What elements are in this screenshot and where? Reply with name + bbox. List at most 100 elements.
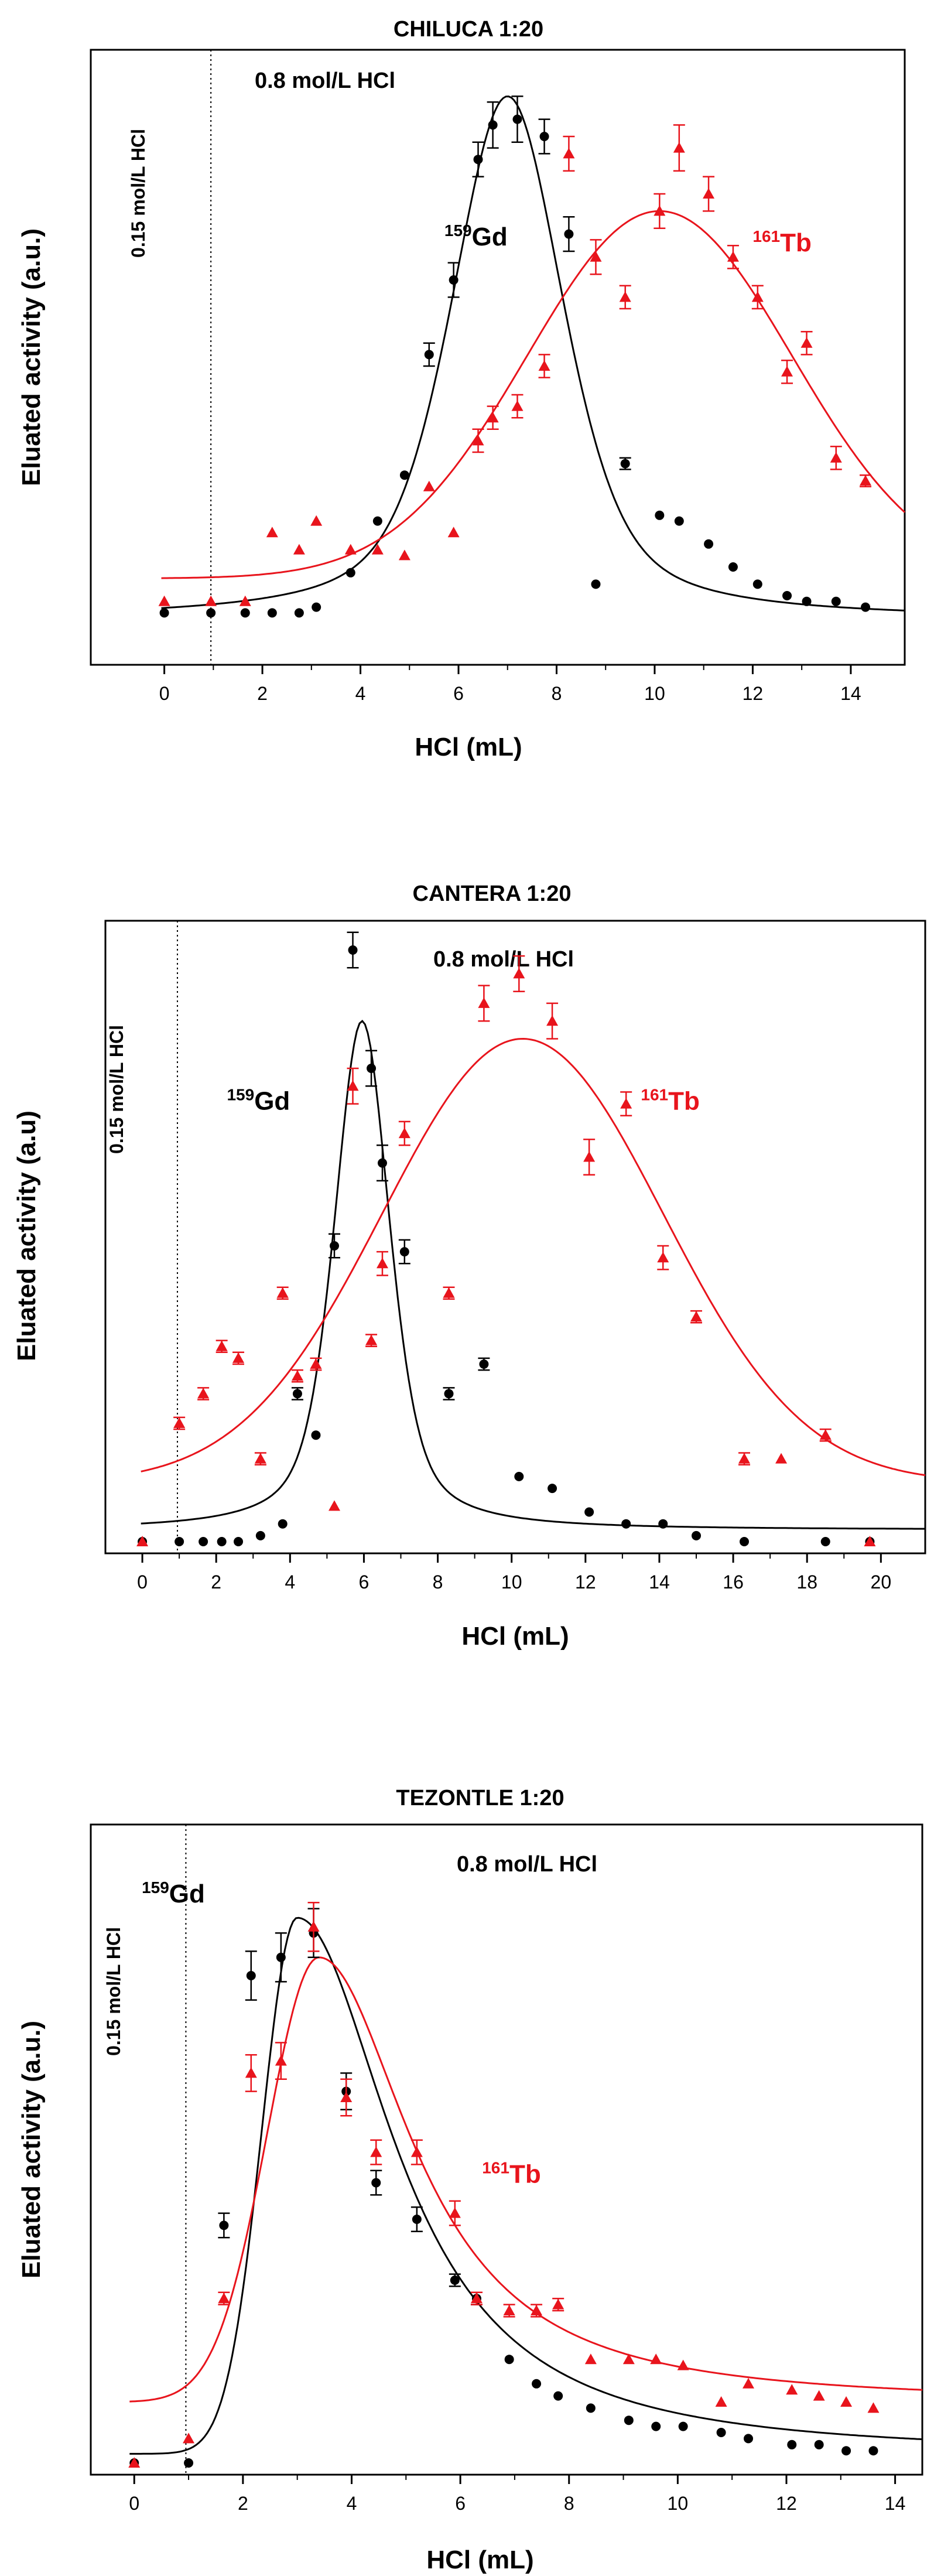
tb-data-point: [546, 1015, 559, 1026]
gd-data-point: [348, 945, 358, 955]
tb-data-point: [584, 2353, 597, 2365]
x-tick-label: 8: [552, 683, 562, 704]
tb-data-point: [590, 251, 602, 262]
tb-data-point: [538, 360, 550, 371]
tb-data-point: [398, 1128, 410, 1139]
gd-data-point: [399, 470, 409, 480]
upper-annotation: 0.8 mol/L HCl: [457, 1852, 597, 1877]
gd-data-point: [532, 2379, 542, 2389]
tb-series-label: 161Tb: [752, 227, 811, 257]
x-tick-label: 14: [649, 1571, 670, 1593]
gd-data-point: [377, 1158, 387, 1168]
tb-data-point: [677, 2359, 689, 2370]
tb-data-point: [503, 2305, 515, 2315]
tb-data-point: [830, 452, 842, 463]
tb-isotope-number: 161: [752, 227, 780, 245]
tb-data-point: [619, 291, 631, 302]
gd-data-point: [479, 1359, 489, 1369]
chart-title: TEZONTLE 1:20: [396, 1786, 564, 1810]
x-tick-label: 0: [129, 2493, 139, 2514]
gd-data-point: [831, 596, 841, 606]
tb-data-point: [840, 2396, 853, 2407]
tb-isotope-number: 161: [482, 2159, 509, 2177]
x-tick-label: 8: [564, 2493, 574, 2514]
tb-data-point: [197, 1388, 210, 1399]
tb-data-point: [727, 251, 739, 262]
gd-data-point: [841, 2446, 851, 2456]
gd-data-point: [294, 608, 304, 618]
x-ticks: 0 2 4 6 8 10 12 14 16 18 20: [137, 1553, 891, 1593]
gd-isotope-number: 159: [444, 221, 472, 240]
tb-series-label: 161Tb: [482, 2159, 540, 2189]
gd-data-point: [820, 1537, 830, 1546]
gd-data-point: [584, 1507, 594, 1517]
tb-data-point: [511, 400, 524, 411]
y-axis-label: Eluated activity (a.u): [12, 1111, 41, 1361]
gd-data-point: [444, 1389, 454, 1399]
fit-curve: [129, 1916, 923, 2455]
tb-data-point: [650, 2353, 662, 2365]
tb-data-point: [218, 2293, 230, 2304]
gd-data-point: [692, 1530, 702, 1540]
tb-series-label: 161Tb: [641, 1086, 699, 1116]
gd-data-point: [514, 1471, 524, 1481]
tb-data-point: [786, 2384, 798, 2395]
tb-isotope-number: 161: [641, 1086, 668, 1104]
gd-data-point: [704, 539, 714, 549]
gd-data-point: [658, 1519, 668, 1529]
x-axis-label: HCl (mL): [415, 733, 522, 761]
gd-series-label: 159Gd: [142, 1878, 205, 1908]
tb-data-point: [622, 2353, 635, 2365]
fit-curve: [161, 210, 906, 579]
tb-data-point: [423, 480, 435, 491]
tb-element-symbol: Tb: [668, 1087, 700, 1116]
tb-data-point: [864, 1536, 876, 1546]
x-tick-label: 4: [285, 1571, 295, 1593]
tb-data-point: [128, 2457, 141, 2468]
gd-data-point: [716, 2428, 726, 2437]
tb-data-point: [136, 1536, 149, 1546]
tb-data-point: [531, 2305, 543, 2315]
x-tick-label: 4: [347, 2493, 357, 2514]
tb-data-point: [690, 1311, 703, 1322]
gd-data-point: [488, 120, 498, 130]
x-tick-label: 10: [644, 683, 665, 704]
gd-data-point: [512, 114, 522, 124]
x-tick-label: 18: [796, 1571, 817, 1593]
fit-curve: [129, 1956, 923, 2403]
gd-data-point: [651, 2421, 661, 2431]
gd-element-symbol: Gd: [472, 223, 508, 251]
tb-element-symbol: Tb: [780, 228, 812, 257]
tb-data-point: [583, 1151, 596, 1162]
x-tick-label: 2: [211, 1571, 221, 1593]
tb-data-point: [254, 1453, 266, 1464]
fit-curve: [161, 95, 905, 611]
data-marks: [158, 50, 906, 665]
tb-data-point: [275, 2055, 287, 2066]
gd-data-point: [292, 1389, 302, 1399]
x-tick-label: 14: [885, 2493, 906, 2514]
gd-data-point: [591, 579, 601, 589]
tb-data-point: [376, 1258, 388, 1269]
tb-data-point: [800, 337, 813, 348]
tb-data-point: [371, 544, 384, 555]
tb-data-point: [743, 2377, 755, 2389]
fit-curve: [141, 1037, 926, 1477]
upper-annotation: 0.8 mol/L HCl: [255, 69, 395, 93]
gd-data-point: [624, 2416, 634, 2425]
tb-data-point: [307, 1921, 320, 1932]
gd-data-point: [450, 2276, 460, 2285]
gd-data-point: [861, 602, 871, 612]
tb-data-point: [563, 148, 575, 159]
gd-data-point: [728, 562, 738, 572]
tb-data-point: [819, 1429, 832, 1440]
chart-chiluca: CHILUCA 1:20 HCl (mL) Eluated activity (…: [17, 17, 906, 761]
tb-data-point: [215, 1340, 228, 1351]
gd-data-point: [752, 579, 762, 589]
gd-data-point: [814, 2440, 824, 2449]
gd-data-point: [240, 608, 250, 618]
tb-data-point: [245, 2067, 257, 2078]
gd-data-point: [449, 275, 459, 285]
tb-data-point: [310, 1358, 322, 1369]
gd-data-point: [206, 608, 216, 618]
